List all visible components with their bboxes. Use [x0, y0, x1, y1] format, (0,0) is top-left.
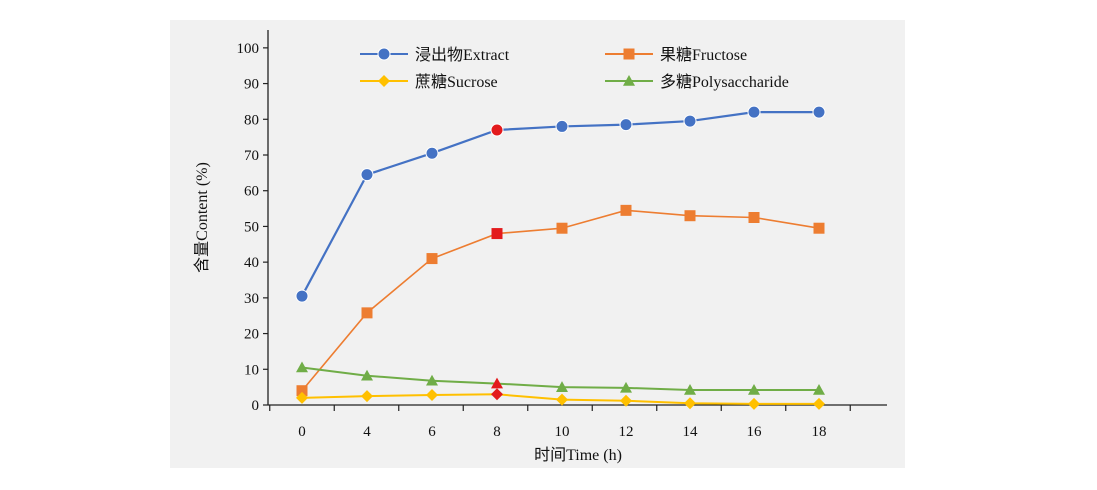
legend-label-polysaccharide: 多糖Polysaccharide — [660, 73, 789, 91]
y-tick-label: 20 — [244, 327, 259, 343]
y-tick-label: 90 — [244, 77, 259, 93]
y-tick-label: 70 — [244, 148, 259, 164]
data-point-sucrose — [361, 390, 373, 403]
x-tick-label: 10 — [555, 424, 570, 440]
legend-label-extract: 浸出物Extract — [415, 46, 510, 64]
x-tick-label: 0 — [298, 424, 306, 440]
y-tick-label: 30 — [244, 291, 259, 307]
series-line-fructose — [301, 209, 820, 392]
data-point-sucrose — [748, 397, 760, 410]
x-tick-label: 8 — [493, 424, 501, 440]
legend-marker-extract — [377, 47, 391, 61]
plot-panel — [170, 20, 905, 468]
data-point-fructose — [620, 204, 632, 216]
data-point-fructose — [296, 385, 308, 397]
x-axis-title: 时间Time (h) — [534, 446, 622, 464]
data-point-polysaccharide — [296, 361, 308, 373]
data-point-polysaccharide — [813, 384, 825, 395]
data-point-polysaccharide — [491, 377, 503, 389]
y-tick-label: 40 — [244, 255, 259, 271]
legend-label-fructose: 果糖Fructose — [660, 46, 747, 64]
data-point-polysaccharide — [556, 381, 568, 392]
series-line-extract — [301, 111, 819, 297]
data-point-fructose — [361, 307, 373, 319]
data-point-fructose — [426, 253, 438, 265]
x-tick-label: 14 — [683, 424, 699, 440]
x-tick-label: 12 — [619, 424, 634, 440]
data-point-extract — [683, 114, 697, 128]
legend-marker-fructose — [623, 48, 635, 60]
data-point-sucrose — [426, 389, 438, 401]
data-point-sucrose — [491, 388, 503, 401]
data-point-sucrose — [813, 397, 825, 410]
data-point-extract — [812, 105, 826, 119]
y-tick-label: 80 — [244, 112, 259, 128]
data-point-polysaccharide — [684, 384, 696, 395]
data-point-extract — [425, 146, 439, 160]
y-tick-label: 50 — [244, 219, 259, 235]
legend-marker-polysaccharide — [623, 75, 635, 86]
data-point-polysaccharide — [748, 384, 760, 395]
data-point-extract — [295, 289, 309, 303]
x-tick-label: 18 — [812, 424, 827, 440]
data-point-fructose — [491, 228, 503, 240]
legend-marker-sucrose — [378, 75, 390, 87]
y-tick-label: 0 — [252, 398, 260, 414]
data-point-extract — [619, 118, 633, 132]
legend-label-sucrose: 蔗糖Sucrose — [415, 73, 498, 91]
data-point-extract — [555, 119, 569, 133]
y-tick-label: 60 — [244, 184, 259, 200]
x-tick-label: 16 — [747, 424, 763, 440]
data-point-sucrose — [620, 394, 632, 407]
data-point-fructose — [684, 210, 696, 222]
x-tick-label: 6 — [428, 424, 436, 440]
data-point-polysaccharide — [426, 374, 438, 386]
data-point-extract — [490, 123, 504, 137]
data-point-fructose — [748, 212, 760, 223]
data-point-fructose — [556, 222, 568, 234]
data-point-sucrose — [556, 393, 568, 406]
y-tick-label: 100 — [237, 41, 260, 57]
x-tick-label: 4 — [363, 424, 371, 440]
data-point-polysaccharide — [620, 381, 632, 393]
data-point-extract — [360, 168, 374, 182]
y-axis-title: 含量Content (%) — [193, 162, 211, 273]
data-point-sucrose — [684, 397, 696, 410]
data-point-polysaccharide — [361, 369, 373, 381]
data-point-extract — [747, 105, 761, 119]
y-tick-label: 10 — [244, 362, 259, 378]
data-point-fructose — [813, 222, 825, 234]
data-point-sucrose — [296, 391, 308, 404]
